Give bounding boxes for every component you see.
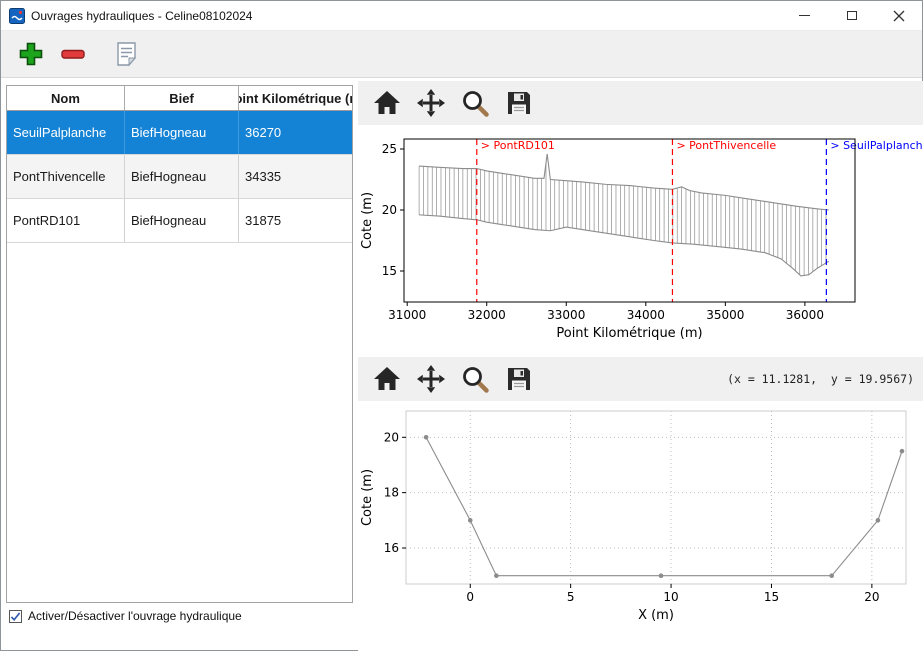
activate-structure-row: Activer/Désactiver l'ouvrage hydraulique <box>9 609 242 623</box>
cell-pk[interactable]: 36270 <box>245 125 282 140</box>
svg-text:31000: 31000 <box>388 308 426 322</box>
home-button[interactable] <box>370 86 404 120</box>
home-icon <box>374 91 400 114</box>
cell-pk[interactable]: 31875 <box>245 213 282 228</box>
titlebar: Ouvrages hydrauliques - Celine08102024 <box>1 1 922 31</box>
enable-checkbox[interactable] <box>9 609 22 623</box>
column-header-pk[interactable]: Point Kilométrique (m) <box>239 90 352 106</box>
remove-structure-button[interactable] <box>55 36 91 72</box>
svg-text:32000: 32000 <box>468 308 506 322</box>
table-row[interactable]: PontRD101 BiefHogneau 31875 <box>7 199 352 243</box>
svg-text:15: 15 <box>764 590 779 604</box>
pan-button[interactable] <box>414 362 448 396</box>
pan-button[interactable] <box>414 86 448 120</box>
maximize-button[interactable] <box>828 1 875 30</box>
svg-text:> PontThivencelle: > PontThivencelle <box>676 139 776 152</box>
notes-button[interactable] <box>109 36 145 72</box>
save-button[interactable] <box>502 86 536 120</box>
pan-icon <box>417 365 445 393</box>
zoom-icon <box>463 367 489 393</box>
enable-checkbox-label: Activer/Désactiver l'ouvrage hydraulique <box>28 609 242 623</box>
svg-text:20: 20 <box>384 430 399 444</box>
table-header: Nom Bief Point Kilométrique (m) <box>7 86 352 111</box>
svg-text:Cote (m): Cote (m) <box>360 192 375 249</box>
cell-bief[interactable]: BiefHogneau <box>125 111 239 154</box>
svg-text:20: 20 <box>382 203 397 217</box>
svg-text:33000: 33000 <box>547 308 585 322</box>
cell-nom[interactable]: PontThivencelle <box>7 155 125 198</box>
svg-text:20: 20 <box>864 590 879 604</box>
cell-nom[interactable]: SeuilPalplanche <box>7 111 125 154</box>
pan-icon <box>417 89 445 117</box>
svg-text:Point Kilométrique (m): Point Kilométrique (m) <box>556 326 702 341</box>
svg-text:> SeuilPalplanche: > SeuilPalplanche <box>830 139 923 152</box>
app-icon <box>9 7 25 24</box>
svg-text:> PontRD101: > PontRD101 <box>481 139 555 152</box>
svg-text:34000: 34000 <box>627 308 665 322</box>
svg-text:18: 18 <box>384 486 399 500</box>
minimize-icon <box>799 14 810 17</box>
cross-section-chart[interactable]: 0 5 10 15 20 16 18 20 X (m) Cote (m) <box>358 401 923 652</box>
svg-text:X (m): X (m) <box>638 608 674 623</box>
svg-text:36000: 36000 <box>786 308 824 322</box>
svg-text:Cote (m): Cote (m) <box>360 469 375 526</box>
add-structure-button[interactable] <box>13 36 49 72</box>
save-button[interactable] <box>502 362 536 396</box>
profile-plot-toolbar <box>358 81 923 125</box>
save-icon <box>508 92 530 114</box>
save-icon <box>508 368 530 390</box>
cell-nom[interactable]: PontRD101 <box>7 199 125 242</box>
minimize-button[interactable] <box>781 1 828 30</box>
close-icon <box>893 10 904 21</box>
section-plot-toolbar: (x = 11.1281, y = 19.9567) <box>358 357 923 401</box>
plus-icon <box>19 42 43 66</box>
structures-table: Nom Bief Point Kilométrique (m) SeuilPal… <box>6 85 353 603</box>
main-toolbar <box>1 31 922 78</box>
column-header-bief[interactable]: Bief <box>125 86 239 110</box>
table-row[interactable]: PontThivencelle BiefHogneau 34335 <box>7 155 352 199</box>
zoom-icon <box>463 91 489 117</box>
minus-icon <box>61 49 85 59</box>
cell-bief[interactable]: BiefHogneau <box>125 155 239 198</box>
svg-text:25: 25 <box>382 142 397 156</box>
maximize-icon <box>846 11 857 20</box>
notes-icon <box>117 42 137 67</box>
cursor-readout: (x = 11.1281, y = 19.9567) <box>727 372 914 386</box>
window-controls <box>781 1 922 30</box>
home-icon <box>374 367 400 390</box>
cell-bief[interactable]: BiefHogneau <box>125 199 239 242</box>
check-icon <box>10 611 21 621</box>
svg-text:0: 0 <box>466 590 474 604</box>
longitudinal-profile-chart[interactable]: > PontRD101 > PontThivencelle > SeuilPalpl… <box>358 125 923 357</box>
home-button[interactable] <box>370 362 404 396</box>
zoom-button[interactable] <box>458 86 492 120</box>
svg-text:35000: 35000 <box>706 308 744 322</box>
column-header-nom[interactable]: Nom <box>7 86 125 110</box>
table-row[interactable]: SeuilPalplanche BiefHogneau 36270 <box>7 111 352 155</box>
plots-panel: > PontRD101 > PontThivencelle > SeuilPalpl… <box>358 81 923 652</box>
cell-pk[interactable]: 34335 <box>245 169 282 184</box>
zoom-button[interactable] <box>458 362 492 396</box>
window-title: Ouvrages hydrauliques - Celine08102024 <box>31 8 253 23</box>
svg-text:5: 5 <box>567 590 575 604</box>
svg-text:10: 10 <box>663 590 678 604</box>
svg-text:16: 16 <box>384 541 399 555</box>
svg-text:15: 15 <box>382 264 397 278</box>
close-button[interactable] <box>875 1 922 30</box>
